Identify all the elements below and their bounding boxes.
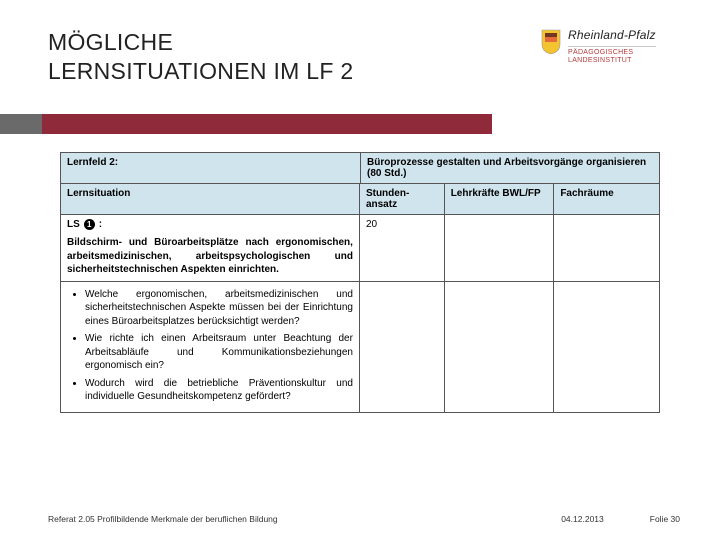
slide-title: MÖGLICHE LERNSITUATIONEN IM LF 2 xyxy=(48,28,540,86)
accent-bar xyxy=(0,114,492,134)
ls-colon: : xyxy=(99,219,102,230)
brand-logo: Rheinland-Pfalz PÄDAGOGISCHES LANDESINST… xyxy=(540,28,680,66)
title-block: MÖGLICHE LERNSITUATIONEN IM LF 2 xyxy=(48,28,540,86)
col-lernsituation: Lernsituation xyxy=(61,184,360,214)
ls-title: Bildschirm- und Büroarbeitsplätze nach e… xyxy=(67,236,353,277)
list-item: Wie richte ich einen Arbeitsraum unter B… xyxy=(85,332,353,373)
footer-date: 04.12.2013 xyxy=(561,514,604,524)
lernfeld-title: Büroprozesse gestalten und Arbeitsvorgän… xyxy=(361,153,659,183)
title-line-1: MÖGLICHE xyxy=(48,29,173,55)
brand-sub-1: PÄDAGOGISCHES xyxy=(568,49,633,56)
footer-left: Referat 2.05 Profilbildende Merkmale der… xyxy=(48,514,278,524)
list-item: Welche ergonomischen, arbeitsmedizinisch… xyxy=(85,288,353,329)
slide-footer: Referat 2.05 Profilbildende Merkmale der… xyxy=(48,514,680,524)
table-row-columns: Lernsituation Stunden-ansatz Lehrkräfte … xyxy=(61,184,659,215)
ls-code-row: LS 1: xyxy=(67,219,353,230)
brand-sub: PÄDAGOGISCHES LANDESINSTITUT xyxy=(568,46,656,66)
col-fachraeume: Fachräume xyxy=(554,184,659,214)
crest-icon xyxy=(540,28,562,56)
questions-cell: Welche ergonomischen, arbeitsmedizinisch… xyxy=(61,282,360,412)
circled-number-icon: 1 xyxy=(84,219,95,230)
slide: MÖGLICHE LERNSITUATIONEN IM LF 2 Rheinla… xyxy=(0,0,720,540)
brand-sub-2: LANDESINSTITUT xyxy=(568,57,632,64)
table-row-ls: LS 1: Bildschirm- und Büroarbeitsplätze … xyxy=(61,215,659,282)
table-row-lernfeld: Lernfeld 2: Büroprozesse gestalten und A… xyxy=(61,153,659,184)
lernfeld-table: Lernfeld 2: Büroprozesse gestalten und A… xyxy=(60,152,660,413)
lernfeld-label: Lernfeld 2: xyxy=(61,153,361,183)
questions-stunden xyxy=(360,282,445,412)
table-row-questions: Welche ergonomischen, arbeitsmedizinisch… xyxy=(61,282,659,413)
col-stunden: Stunden-ansatz xyxy=(360,184,445,214)
brand-main: Rheinland-Pfalz xyxy=(568,28,656,42)
ls-stunden: 20 xyxy=(360,215,445,281)
slide-header: MÖGLICHE LERNSITUATIONEN IM LF 2 Rheinla… xyxy=(48,28,680,86)
ls-cell: LS 1: Bildschirm- und Büroarbeitsplätze … xyxy=(61,215,360,281)
questions-fachraeume xyxy=(554,282,659,412)
ls-fachraeume xyxy=(554,215,659,281)
brand-text: Rheinland-Pfalz PÄDAGOGISCHES LANDESINST… xyxy=(568,28,656,66)
title-line-2: LERNSITUATIONEN IM LF 2 xyxy=(48,58,354,84)
ls-code: LS xyxy=(67,219,80,230)
footer-page: Folie 30 xyxy=(650,514,680,524)
questions-list: Welche ergonomischen, arbeitsmedizinisch… xyxy=(67,288,353,404)
footer-right: 04.12.2013 Folie 30 xyxy=(561,514,680,524)
questions-lehrkraefte xyxy=(445,282,555,412)
col-lehrkraefte: Lehrkräfte BWL/FP xyxy=(445,184,555,214)
list-item: Wodurch wird die betriebliche Prävention… xyxy=(85,377,353,404)
ls-lehrkraefte xyxy=(445,215,555,281)
accent-grey-block xyxy=(0,114,42,134)
